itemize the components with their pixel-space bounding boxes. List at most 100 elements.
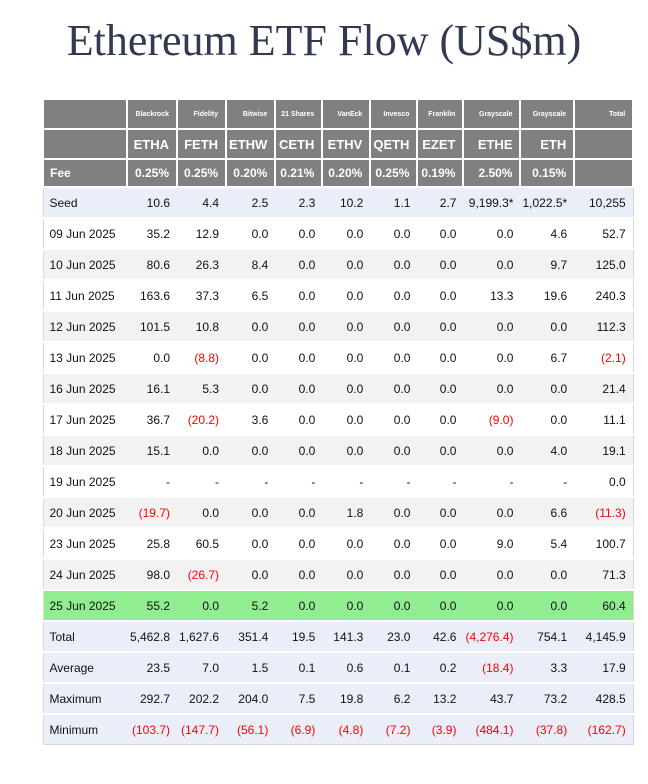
- table-row-average: Average 23.5 7.0 1.5 0.1 0.6 0.1 0.2 (18.4) 3.3 17…: [42, 652, 634, 684]
- value-cell: 0.0: [275, 249, 323, 281]
- row-label-cell: 18 Jun 2025: [42, 435, 127, 467]
- total-value-cell: 125.0: [574, 249, 634, 281]
- value-cell: 19.8: [322, 683, 371, 715]
- total-value-cell: 21.4: [574, 373, 634, 405]
- value-cell: 0.0: [370, 218, 418, 250]
- value-cell: 0.0: [322, 590, 371, 622]
- value-cell: 0.0: [370, 342, 418, 374]
- total-value-cell: 19.1: [574, 435, 634, 467]
- value-cell: 3.6: [226, 404, 276, 436]
- value-cell: 0.0: [417, 528, 464, 560]
- value-cell: 0.0: [275, 218, 323, 250]
- header-fee-cell: 0.25%: [175, 158, 228, 188]
- row-label-cell: 24 Jun 2025: [42, 559, 127, 591]
- total-value-cell: 52.7: [574, 218, 634, 250]
- value-cell: 0.0: [417, 342, 464, 374]
- row-label-cell: Minimum: [42, 714, 127, 745]
- table-body: Seed 10.6 4.4 2.5 2.3 10.2 1.1 2.7 9,199.3* 1,022…: [42, 187, 634, 745]
- header-corner-cell: [42, 98, 128, 130]
- header-fee-cell: 0.15%: [519, 158, 576, 188]
- value-cell: 0.0: [275, 435, 323, 467]
- value-cell: 98.0: [127, 559, 177, 591]
- value-cell: 0.0: [520, 590, 575, 622]
- total-value-cell: (2.1): [574, 342, 634, 374]
- fee-row-label: Fee: [42, 158, 128, 188]
- value-cell: (6.9): [275, 714, 323, 745]
- value-cell: 0.0: [370, 435, 418, 467]
- total-value-cell: 112.3: [574, 311, 634, 343]
- value-cell: 0.0: [275, 280, 323, 312]
- value-cell: 6.2: [370, 683, 418, 715]
- header-fee-cell: 0.25%: [126, 158, 178, 188]
- value-cell: 0.0: [322, 311, 371, 343]
- value-cell: 73.2: [520, 683, 575, 715]
- row-label-cell: Seed: [42, 187, 127, 219]
- value-cell: 0.0: [417, 311, 464, 343]
- value-cell: 0.0: [370, 373, 418, 405]
- value-cell: 141.3: [322, 621, 371, 653]
- header-fee-cell: 0.21%: [274, 158, 324, 188]
- header-ticker-cell: CETH: [274, 128, 324, 160]
- value-cell: 0.0: [177, 435, 227, 467]
- value-cell: 5,462.8: [127, 621, 177, 653]
- value-cell: 5.4: [520, 528, 575, 560]
- value-cell: 0.6: [322, 652, 371, 684]
- value-cell: 13.2: [417, 683, 464, 715]
- value-cell: 0.0: [322, 218, 371, 250]
- header-issuer-cell: VanEck: [321, 98, 372, 130]
- total-value-cell: 240.3: [574, 280, 634, 312]
- value-cell: 0.0: [322, 373, 371, 405]
- value-cell: 23.0: [370, 621, 418, 653]
- table-row-12-jun-2025: 12 Jun 2025 101.5 10.8 0.0 0.0 0.0 0.0 0.0 0.0 0.…: [42, 311, 634, 343]
- value-cell: 15.1: [127, 435, 177, 467]
- table-row-25-jun-2025: 25 Jun 2025 55.2 0.0 5.2 0.0 0.0 0.0 0.0 0.0 0.0 6…: [42, 590, 634, 622]
- value-cell: -: [463, 466, 521, 498]
- row-label-cell: 13 Jun 2025: [42, 342, 127, 374]
- value-cell: (20.2): [177, 404, 227, 436]
- value-cell: 0.2: [417, 652, 464, 684]
- value-cell: 10.6: [127, 187, 177, 219]
- value-cell: 0.0: [226, 435, 276, 467]
- value-cell: 101.5: [127, 311, 177, 343]
- value-cell: 1,022.5*: [520, 187, 575, 219]
- value-cell: -: [417, 466, 464, 498]
- value-cell: (103.7): [127, 714, 177, 745]
- value-cell: (18.4): [463, 652, 521, 684]
- value-cell: 9,199.3*: [463, 187, 521, 219]
- value-cell: 202.2: [177, 683, 227, 715]
- header-issuer-cell: Grayscale: [519, 98, 576, 130]
- header-ticker-cell: ETH: [519, 128, 576, 160]
- value-cell: 0.0: [275, 590, 323, 622]
- header-fee-row: Fee 0.25% 0.25% 0.20% 0.21% 0.20% 0.25% 0.19% 2.…: [42, 158, 635, 188]
- value-cell: (37.8): [520, 714, 575, 745]
- value-cell: -: [177, 466, 227, 498]
- table-row-23-jun-2025: 23 Jun 2025 25.8 60.5 0.0 0.0 0.0 0.0 0.0 9.0 5.4…: [42, 528, 634, 560]
- header-total-spacer-cell: [573, 128, 635, 160]
- value-cell: 204.0: [226, 683, 276, 715]
- header-issuer-cell: Grayscale: [462, 98, 522, 130]
- value-cell: 0.0: [322, 435, 371, 467]
- value-cell: (9.0): [463, 404, 521, 436]
- table-row-09-jun-2025: 09 Jun 2025 35.2 12.9 0.0 0.0 0.0 0.0 0.0 0.0 4.6…: [42, 218, 634, 250]
- value-cell: 0.0: [275, 528, 323, 560]
- value-cell: 0.0: [226, 311, 276, 343]
- value-cell: (19.7): [127, 497, 177, 529]
- value-cell: 42.6: [417, 621, 464, 653]
- value-cell: 0.0: [370, 528, 418, 560]
- value-cell: 0.0: [370, 559, 418, 591]
- value-cell: 0.0: [417, 435, 464, 467]
- value-cell: 0.0: [177, 497, 227, 529]
- value-cell: 0.0: [463, 435, 521, 467]
- value-cell: 0.1: [370, 652, 418, 684]
- page-title: Ethereum ETF Flow (US$m): [66, 16, 582, 65]
- table-row-24-jun-2025: 24 Jun 2025 98.0 (26.7) 0.0 0.0 0.0 0.0 0.0 0.0 0…: [42, 559, 634, 591]
- value-cell: 0.0: [322, 559, 371, 591]
- total-value-cell: 4,145.9: [574, 621, 634, 653]
- value-cell: (56.1): [226, 714, 276, 745]
- value-cell: 0.0: [417, 559, 464, 591]
- row-label-cell: 09 Jun 2025: [42, 218, 127, 250]
- table-row-minimum: Minimum (103.7) (147.7) (56.1) (6.9) (4.8) (7.…: [42, 714, 634, 745]
- table-row-19-jun-2025: 19 Jun 2025- - - - - - - - -0.0: [42, 466, 634, 498]
- value-cell: 0.0: [370, 280, 418, 312]
- header-ticker-cell: EZET: [416, 128, 465, 160]
